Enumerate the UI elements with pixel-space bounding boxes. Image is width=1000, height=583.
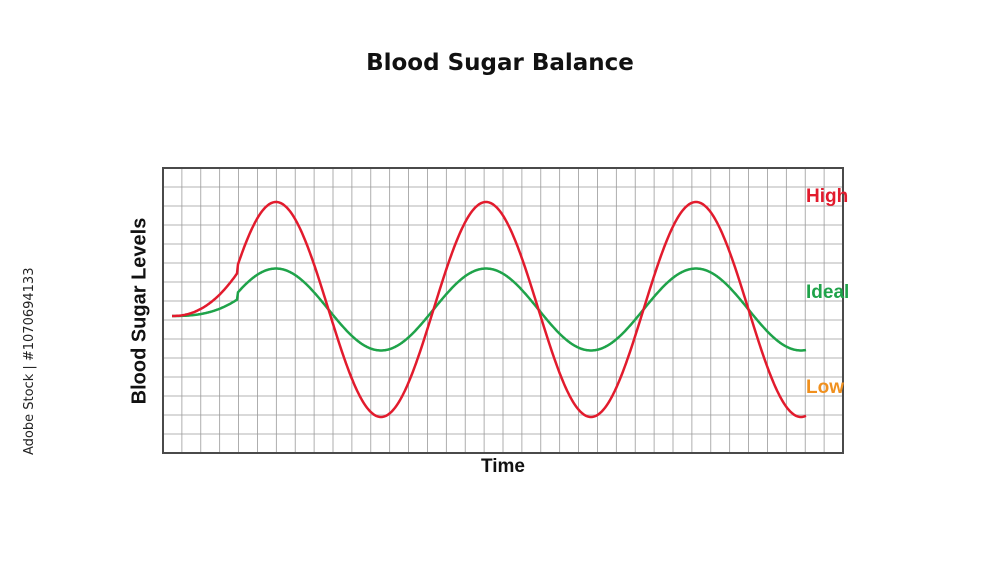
- series-line-ideal: [172, 267, 807, 352]
- y-axis-label: Blood Sugar Levels: [128, 217, 151, 405]
- chart-title: Blood Sugar Balance: [366, 50, 634, 76]
- zone-label-low: Low: [806, 377, 844, 398]
- plot-frame: [162, 167, 844, 454]
- stock-watermark: Adobe Stock | #1070694133: [22, 267, 37, 455]
- x-axis-label: Time: [480, 456, 525, 477]
- series-line-high: [172, 200, 807, 419]
- zone-label-ideal: Ideal: [806, 282, 850, 303]
- chart-grid: [163, 168, 843, 453]
- zone-label-high: High: [806, 186, 849, 207]
